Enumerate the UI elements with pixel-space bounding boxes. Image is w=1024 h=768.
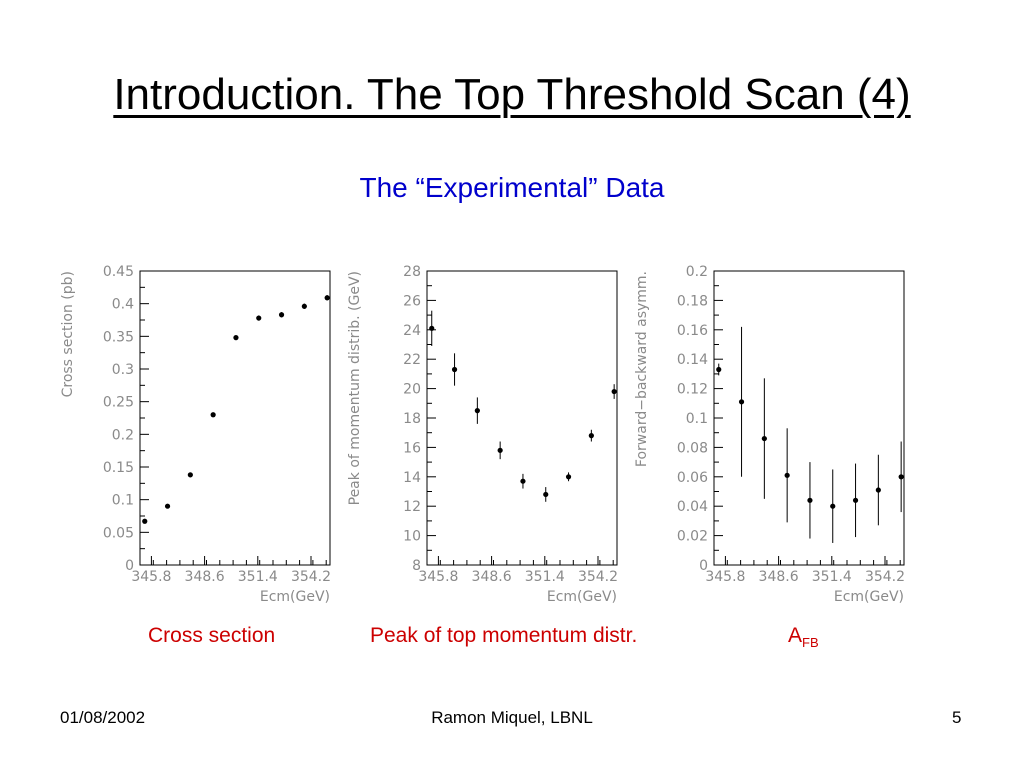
y-tick-label: 0.45 [103,264,134,280]
data-point [187,472,193,478]
footer-date: 01/08/2002 [60,708,146,727]
x-tick-label: 348.6 [472,569,512,585]
cross-section-svg: 0 0.05 0.1 0.15 0.2 0.25 0.3 0.35 0.4 0.45 345.8 34… [60,264,331,605]
x-tick-label: 354.2 [578,569,618,585]
y-tick-label: 22 [403,352,421,368]
y-tick-label: 0.02 [677,529,708,545]
y-tick-label: 0.4 [112,297,134,313]
y-axis-label: Cross section (pb) [60,271,76,397]
data-point [830,503,836,509]
data-point [256,315,262,321]
y-tick-label: 18 [403,411,421,427]
y-tick-label: 0.16 [677,323,708,339]
data-point [875,487,881,493]
y-tick-label: 24 [403,323,421,339]
y-tick-label: 8 [412,558,421,574]
x-tick-label: 354.2 [865,569,905,585]
y-tick-label: 0.18 [677,293,708,309]
y-tick-label: 0.1 [686,411,708,427]
y-tick-label: 0.14 [677,352,708,368]
caption-afb-main: A [788,624,803,647]
y-tick-label: 0.06 [677,470,708,486]
x-tick-label: 345.8 [131,569,171,585]
y-tick-label: 0.1 [112,493,134,509]
caption-cross-section: Cross section [148,624,276,647]
x-tick-label: 345.8 [418,569,458,585]
x-tick-label: 348.6 [759,569,799,585]
footer-page-number: 5 [952,708,962,727]
momentum-peak-svg: 8 10 12 14 16 18 20 22 24 26 28 345.8 348.6 351.4 354.… [347,264,618,605]
caption-momentum-peak: Peak of top momentum distr. [370,624,638,647]
plot-frame [139,270,331,566]
x-tick-label: 351.4 [812,569,852,585]
data-point [324,295,330,301]
x-axis-label: Ecm(GeV) [260,589,330,605]
x-tick-label: 348.6 [185,569,225,585]
y-tick-label: 0.2 [112,427,134,443]
data-point [278,312,285,318]
x-axis-label: Ecm(GeV) [547,589,617,605]
plot-frame [426,270,618,566]
cross-section-plot: 0 0.05 0.1 0.15 0.2 0.25 0.3 0.35 0.4 0.45 345.8 34… [50,255,350,615]
y-tick-label: 0.04 [677,499,708,515]
momentum-peak-plot: 8 10 12 14 16 18 20 22 24 26 28 345.8 348.6 351.4 354.… [337,255,637,615]
slide-subtitle: The “Experimental” Data [359,172,665,203]
data-point [233,335,239,341]
y-tick-label: 0 [699,558,708,574]
data-point [142,518,148,524]
data-point [497,447,503,453]
data-point [520,478,526,484]
data-point [716,366,722,373]
caption-afb-sub: FB [802,635,819,651]
y-tick-label: 0.35 [103,329,134,345]
data-point [474,408,480,414]
x-axis-label: Ecm(GeV) [834,589,904,605]
data-point [451,366,458,373]
y-tick-label: 16 [403,440,421,456]
afb-plot: 0 0.02 0.04 0.06 0.08 0.1 0.12 0.14 0.16 0.18 0.2 3… [624,255,924,615]
plot-frame [713,270,905,566]
data-point [210,412,216,418]
data-point [301,303,307,309]
x-tick-label: 345.8 [705,569,745,585]
y-tick-label: 0.25 [103,395,134,411]
data-point [852,497,859,503]
y-axis-label: Peak of momentum distrib. (GeV) [347,271,363,505]
data-point [588,433,594,439]
caption-afb: AFB [788,624,819,650]
data-point [611,388,617,395]
y-tick-label: 0.3 [112,362,134,378]
footer-author: Ramon Miquel, LBNL [431,708,593,727]
afb-svg: 0 0.02 0.04 0.06 0.08 0.1 0.12 0.14 0.16 0.18 0.2 3… [634,264,905,605]
y-tick-label: 14 [403,470,421,486]
y-tick-label: 0.12 [677,382,708,398]
y-tick-label: 0.2 [686,264,708,280]
y-tick-label: 20 [403,382,421,398]
x-tick-label: 354.2 [291,569,331,585]
data-point [761,435,767,442]
data-point [898,474,904,480]
y-tick-label: 0 [125,558,134,574]
slide-title: Introduction. The Top Threshold Scan (4) [113,70,911,119]
data-point [784,472,790,478]
data-point [164,503,171,509]
y-tick-label: 10 [403,529,421,545]
data-point [429,325,435,331]
data-point [543,491,549,498]
y-tick-label: 0.15 [103,460,134,476]
x-tick-label: 351.4 [525,569,565,585]
y-tick-label: 0.08 [677,440,708,456]
y-tick-label: 28 [403,264,421,280]
x-tick-label: 351.4 [238,569,278,585]
y-axis-label: Forward−backward asymm. [634,271,650,467]
y-tick-label: 26 [403,293,421,309]
y-tick-label: 12 [403,499,421,515]
data-point [565,474,572,480]
data-point [807,497,813,503]
y-tick-label: 0.05 [103,525,134,541]
data-point [738,399,745,405]
